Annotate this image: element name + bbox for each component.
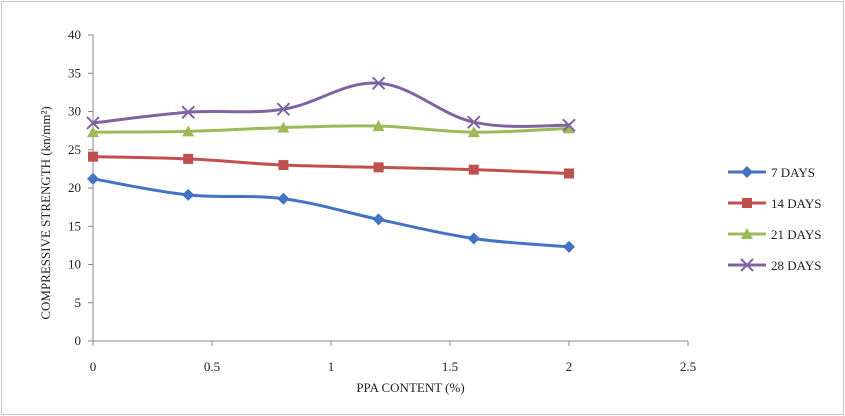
y-tick-label: 30 [68,104,81,119]
x-tick-label: 0 [90,359,97,374]
series-21-days [87,120,575,138]
y-tick-label: 35 [68,65,81,80]
data-point-7-days [372,213,385,226]
x-axis-title: PPA CONTENT (%) [356,380,464,395]
axes [92,35,688,342]
data-point-28-days [276,102,291,116]
series-layer [86,76,576,253]
data-point-21-days [372,120,385,132]
y-tick-label: 5 [75,295,82,310]
y-tick-label: 0 [75,333,82,348]
data-point-7-days [563,240,575,253]
legend: 7 DAYS 14 DAYS 21 DAYS 28 DAYS [728,165,821,273]
series-line-28-days [92,81,570,128]
x-tick-label: 0.5 [204,359,220,374]
data-point-28-days [371,76,386,90]
legend-label: 14 DAYS [771,196,821,211]
data-point-21-days [182,125,195,137]
data-point-21-days [87,126,99,138]
legend-marker [742,198,752,208]
legend-label: 28 DAYS [771,258,821,273]
data-point-14-days [564,168,574,179]
legend-marker [740,258,754,272]
x-tick-label: 1 [328,359,335,374]
data-point-21-days [467,126,480,138]
legend-marker [741,228,753,239]
data-point-28-days [86,116,100,130]
data-point-28-days [562,118,576,132]
y-tick-label: 20 [68,180,81,195]
data-point-7-days [277,192,290,205]
series-line-14-days [92,155,570,175]
legend-marker [741,166,753,178]
y-tick-label: 25 [68,142,81,157]
legend-item-7-days: 7 DAYS [728,165,815,180]
series-line-7-days [92,177,570,249]
data-point-7-days [467,232,480,245]
legend-item-14-days: 14 DAYS [728,196,821,211]
x-tick-label: 2 [566,359,573,374]
data-point-14-days [468,164,479,175]
series-line-21-days [92,124,570,134]
y-tick-label: 15 [68,218,81,233]
data-point-7-days [182,188,195,201]
data-point-14-days [183,153,194,164]
legend-label: 7 DAYS [771,165,815,180]
data-point-14-days [88,151,98,162]
x-ticks: 0 0.5 1 1.5 2 2.5 [90,341,696,374]
data-point-28-days [181,105,195,119]
x-tick-label: 1.5 [442,359,458,374]
legend-item-21-days: 21 DAYS [728,227,821,242]
series-14-days [88,151,574,179]
data-point-14-days [278,160,289,171]
y-axis-title: COMPRESSIVE STRENGTH (kn/mm²) [38,106,53,319]
data-point-28-days [467,115,481,129]
y-ticks: 0 5 10 15 20 25 30 35 40 [68,27,93,348]
series-7-days [87,172,575,253]
x-tick-label: 2.5 [680,359,696,374]
y-tick-label: 40 [68,27,81,42]
legend-label: 21 DAYS [771,227,821,242]
data-point-21-days [563,122,575,134]
data-point-14-days [373,162,384,173]
data-point-21-days [277,121,290,133]
data-point-7-days [87,172,99,185]
legend-item-28-days: 28 DAYS [728,258,821,273]
series-28-days [86,76,576,132]
y-tick-label: 10 [68,257,81,272]
